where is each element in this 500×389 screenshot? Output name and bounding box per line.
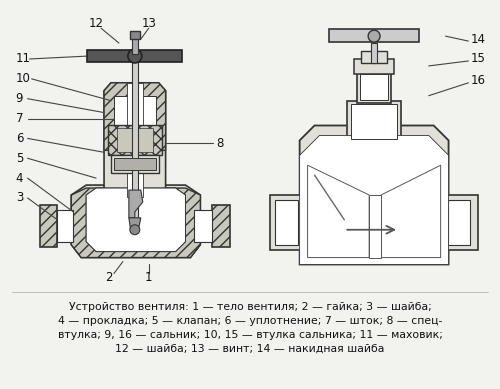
Text: 3: 3	[16, 191, 23, 205]
Bar	[58, 210, 74, 242]
Bar	[108, 126, 162, 155]
Text: 16: 16	[470, 74, 486, 87]
Bar	[114, 96, 156, 150]
Circle shape	[368, 30, 380, 42]
Bar	[357, 71, 391, 103]
Bar	[132, 36, 138, 54]
Text: 14: 14	[470, 33, 486, 46]
Text: втулка; 9, 16 — сальник; 10, 15 — втулка сальника; 11 — маховик;: втулка; 9, 16 — сальник; 10, 15 — втулка…	[58, 330, 442, 340]
Text: 11: 11	[16, 53, 30, 65]
Circle shape	[130, 225, 140, 235]
Polygon shape	[369, 195, 381, 258]
Polygon shape	[300, 126, 448, 265]
Circle shape	[128, 49, 142, 63]
Bar	[40, 205, 58, 247]
Text: 7: 7	[16, 112, 23, 125]
Bar	[330, 29, 419, 42]
Polygon shape	[104, 83, 166, 195]
Text: 6: 6	[16, 132, 23, 145]
Bar	[111, 155, 158, 173]
Bar	[360, 74, 388, 100]
Bar	[361, 51, 387, 63]
Text: 12: 12	[88, 17, 104, 30]
Bar	[87, 50, 182, 62]
Polygon shape	[129, 218, 141, 232]
Bar	[270, 195, 302, 250]
Polygon shape	[72, 188, 200, 258]
Bar	[448, 200, 470, 245]
Text: 13: 13	[142, 17, 156, 30]
Bar	[114, 158, 156, 170]
Text: 10: 10	[16, 72, 30, 85]
Bar	[352, 103, 397, 139]
Polygon shape	[86, 188, 186, 252]
Bar	[371, 43, 377, 63]
Text: 12 — шайба; 13 — винт; 14 — накидная шайба: 12 — шайба; 13 — винт; 14 — накидная шай…	[116, 344, 384, 354]
Bar	[117, 128, 152, 152]
Text: 15: 15	[470, 53, 486, 65]
Text: Устройство вентиля: 1 — тело вентиля; 2 — гайка; 3 — шайба;: Устройство вентиля: 1 — тело вентиля; 2 …	[68, 302, 432, 312]
Bar	[348, 101, 401, 142]
Bar	[130, 31, 140, 39]
Text: 1: 1	[145, 271, 152, 284]
Text: 5: 5	[16, 152, 23, 165]
Polygon shape	[104, 83, 166, 150]
Polygon shape	[381, 165, 440, 258]
Bar	[354, 59, 394, 74]
Bar	[446, 195, 478, 250]
Polygon shape	[308, 165, 369, 258]
Polygon shape	[129, 190, 143, 218]
Polygon shape	[300, 135, 448, 265]
Bar	[127, 83, 143, 197]
Bar	[275, 200, 297, 245]
Bar	[212, 205, 230, 247]
Bar	[194, 210, 212, 242]
Text: 9: 9	[16, 92, 23, 105]
Polygon shape	[72, 185, 200, 258]
Text: 8: 8	[216, 137, 224, 150]
Text: 4 — прокладка; 5 — клапан; 6 — уплотнение; 7 — шток; 8 — спец-: 4 — прокладка; 5 — клапан; 6 — уплотнени…	[58, 316, 442, 326]
Text: 2: 2	[106, 271, 113, 284]
Polygon shape	[86, 188, 186, 252]
Text: 4: 4	[16, 172, 23, 185]
Bar	[132, 56, 138, 230]
